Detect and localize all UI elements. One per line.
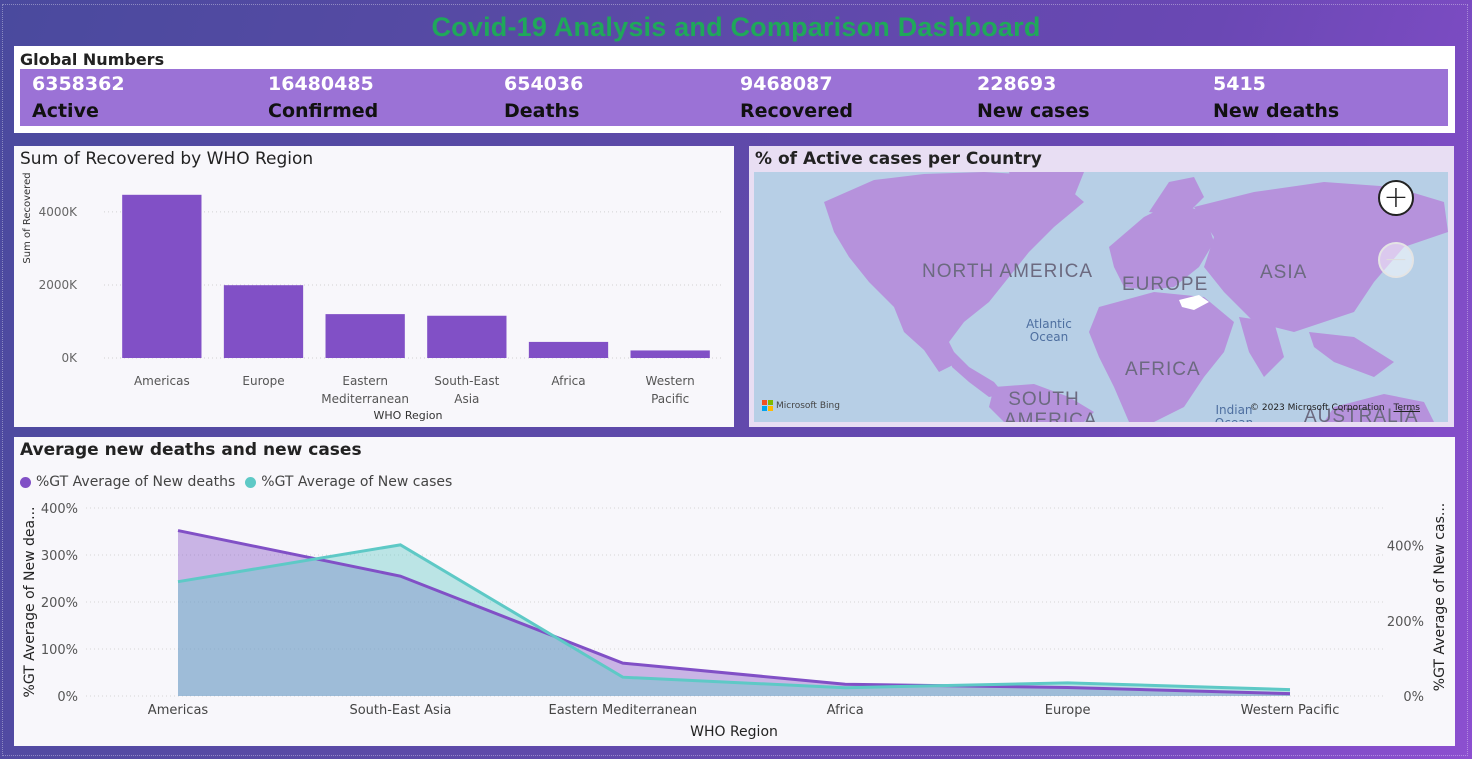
bar-x-tick-label: Americas	[134, 374, 190, 388]
legend-label: %GT Average of New cases	[261, 474, 453, 490]
bar-africa[interactable]	[528, 341, 609, 358]
area-x-tick-label: Africa	[827, 703, 864, 718]
global-numbers-card[interactable]: Global Numbers 6358362 Active 16480485 C…	[14, 46, 1455, 133]
new-deaths-cases-chart-card[interactable]: Average new deaths and new cases %GT Ave…	[14, 437, 1455, 746]
bar-x-tick-label: Western Pacific	[646, 374, 695, 406]
bar-americas[interactable]	[122, 194, 202, 358]
active-cases-map-card[interactable]: % of Active cases per Country	[749, 146, 1454, 427]
kpi-label: Deaths	[504, 100, 580, 122]
bar-europe[interactable]	[223, 285, 304, 358]
map-label-australia: AUSTRALIA	[1304, 406, 1419, 422]
terms-link[interactable]: Terms	[1393, 403, 1420, 413]
map-label-north-america: NORTH AMERICA	[922, 261, 1094, 282]
map-label-europe: EUROPE	[1122, 274, 1209, 295]
area-x-tick-label: Americas	[148, 703, 209, 718]
map-label-indian-ocean: Indian Ocean	[1215, 403, 1253, 423]
area-x-tick-label: Western Pacific	[1241, 703, 1340, 718]
area-chart-title: Average new deaths and new cases	[20, 440, 362, 460]
map-label-atlantic-ocean: Atlantic Ocean	[1026, 317, 1072, 344]
world-map[interactable]: NORTH AMERICA EUROPE ASIA AFRICA SOUTH A…	[754, 172, 1448, 422]
bar-western-pacific[interactable]	[630, 350, 710, 358]
bar-x-tick-label: Eastern Mediterranean	[321, 374, 409, 406]
copyright-text: © 2023 Microsoft Corporation	[1250, 403, 1385, 413]
bar-y-tick-label: 0K	[61, 351, 78, 365]
kpi-value: 6358362	[32, 73, 125, 95]
area-y-tick-right: 0%	[1403, 690, 1424, 705]
kpi-label: Recovered	[740, 100, 853, 122]
kpi-value: 654036	[504, 73, 584, 95]
kpi-value: 9468087	[740, 73, 833, 95]
area-y-tick-left: 100%	[41, 643, 78, 658]
area-chart: 0% 100% 200% 300% 400% 0% 200% 400% Americas So…	[22, 502, 1448, 740]
legend-item-new-deaths[interactable]: %GT Average of New deaths	[20, 474, 235, 490]
bar-eastern-mediterranean[interactable]	[325, 314, 405, 358]
bing-attribution: Microsoft Bing	[762, 400, 840, 411]
zoom-in-button[interactable]: +	[1378, 180, 1414, 216]
new-deaths-line[interactable]	[177, 529, 1291, 696]
map-label-asia: ASIA	[1260, 262, 1308, 283]
plus-icon: +	[1383, 180, 1409, 215]
map-copyright: © 2023 Microsoft Corporation Terms	[1250, 403, 1420, 413]
new-cases-line[interactable]	[177, 543, 1291, 692]
legend-dot-icon	[20, 476, 31, 488]
bar-y-axis-label: Sum of Recovered	[22, 172, 33, 263]
bar-y-tick-label: 4000K	[39, 205, 79, 219]
area-x-tick-label: Eastern Mediterranean	[549, 703, 698, 718]
kpi-label: Confirmed	[268, 100, 379, 122]
area-y-tick-right: 200%	[1387, 615, 1424, 630]
map-land-shapes	[824, 172, 1448, 422]
bar-x-tick-label: Europe	[242, 374, 284, 388]
zoom-out-button[interactable]: −	[1378, 242, 1414, 278]
bar-x-tick-label: South-East Asia	[434, 374, 499, 406]
map-label-south-america: SOUTH AMERICA	[1004, 389, 1098, 422]
kpi-value: 228693	[977, 73, 1057, 95]
bar-x-axis-label: WHO Region	[374, 409, 443, 422]
area-y-axis-label-right: %GT Average of New cas...	[1432, 503, 1448, 691]
area-y-axis-label-left: %GT Average of New dea...	[22, 507, 38, 698]
legend-dot-icon	[245, 476, 257, 488]
bing-label: Microsoft Bing	[776, 400, 840, 411]
global-numbers-header: Global Numbers	[20, 50, 165, 69]
kpi-value: 16480485	[268, 73, 374, 95]
map-title: % of Active cases per Country	[755, 149, 1042, 169]
area-y-tick-left: 300%	[41, 549, 78, 564]
bar-y-tick-label: 2000K	[39, 278, 79, 292]
kpi-value: 5415	[1213, 73, 1266, 95]
recovered-bar-chart-card[interactable]: Sum of Recovered by WHO Region 0K 2000K 40…	[14, 146, 734, 427]
kpi-label: New cases	[977, 100, 1090, 122]
bar-chart: 0K 2000K 4000K Americas Europe Eastern Medite…	[22, 172, 724, 422]
bar-chart-title: Sum of Recovered by WHO Region	[20, 149, 314, 169]
minus-icon: −	[1383, 242, 1409, 277]
legend-item-new-cases[interactable]: %GT Average of New cases	[245, 474, 452, 490]
new-deaths-area	[178, 530, 1290, 696]
dashboard-title: Covid-19 Analysis and Comparison Dashboa…	[431, 12, 1041, 42]
area-y-tick-right: 400%	[1387, 540, 1424, 555]
bar-south-east-asia[interactable]	[427, 315, 507, 358]
map-label-africa: AFRICA	[1125, 359, 1201, 380]
area-y-tick-left: 200%	[41, 596, 78, 611]
area-y-tick-left: 400%	[41, 502, 78, 517]
chart-legend: %GT Average of New deaths %GT Average of…	[20, 474, 456, 490]
kpi-label: New deaths	[1213, 100, 1340, 122]
area-y-tick-left: 0%	[57, 690, 78, 705]
area-x-axis-label: WHO Region	[690, 724, 778, 740]
area-x-tick-label: Europe	[1045, 703, 1091, 718]
legend-label: %GT Average of New deaths	[36, 474, 236, 490]
new-cases-area	[178, 544, 1290, 696]
bar-x-tick-label: Africa	[551, 374, 585, 388]
kpi-strip: 6358362 Active 16480485 Confirmed 654036…	[20, 69, 1448, 126]
microsoft-logo-icon	[762, 400, 773, 411]
area-x-tick-label: South-East Asia	[349, 703, 451, 718]
kpi-label: Active	[32, 100, 99, 122]
